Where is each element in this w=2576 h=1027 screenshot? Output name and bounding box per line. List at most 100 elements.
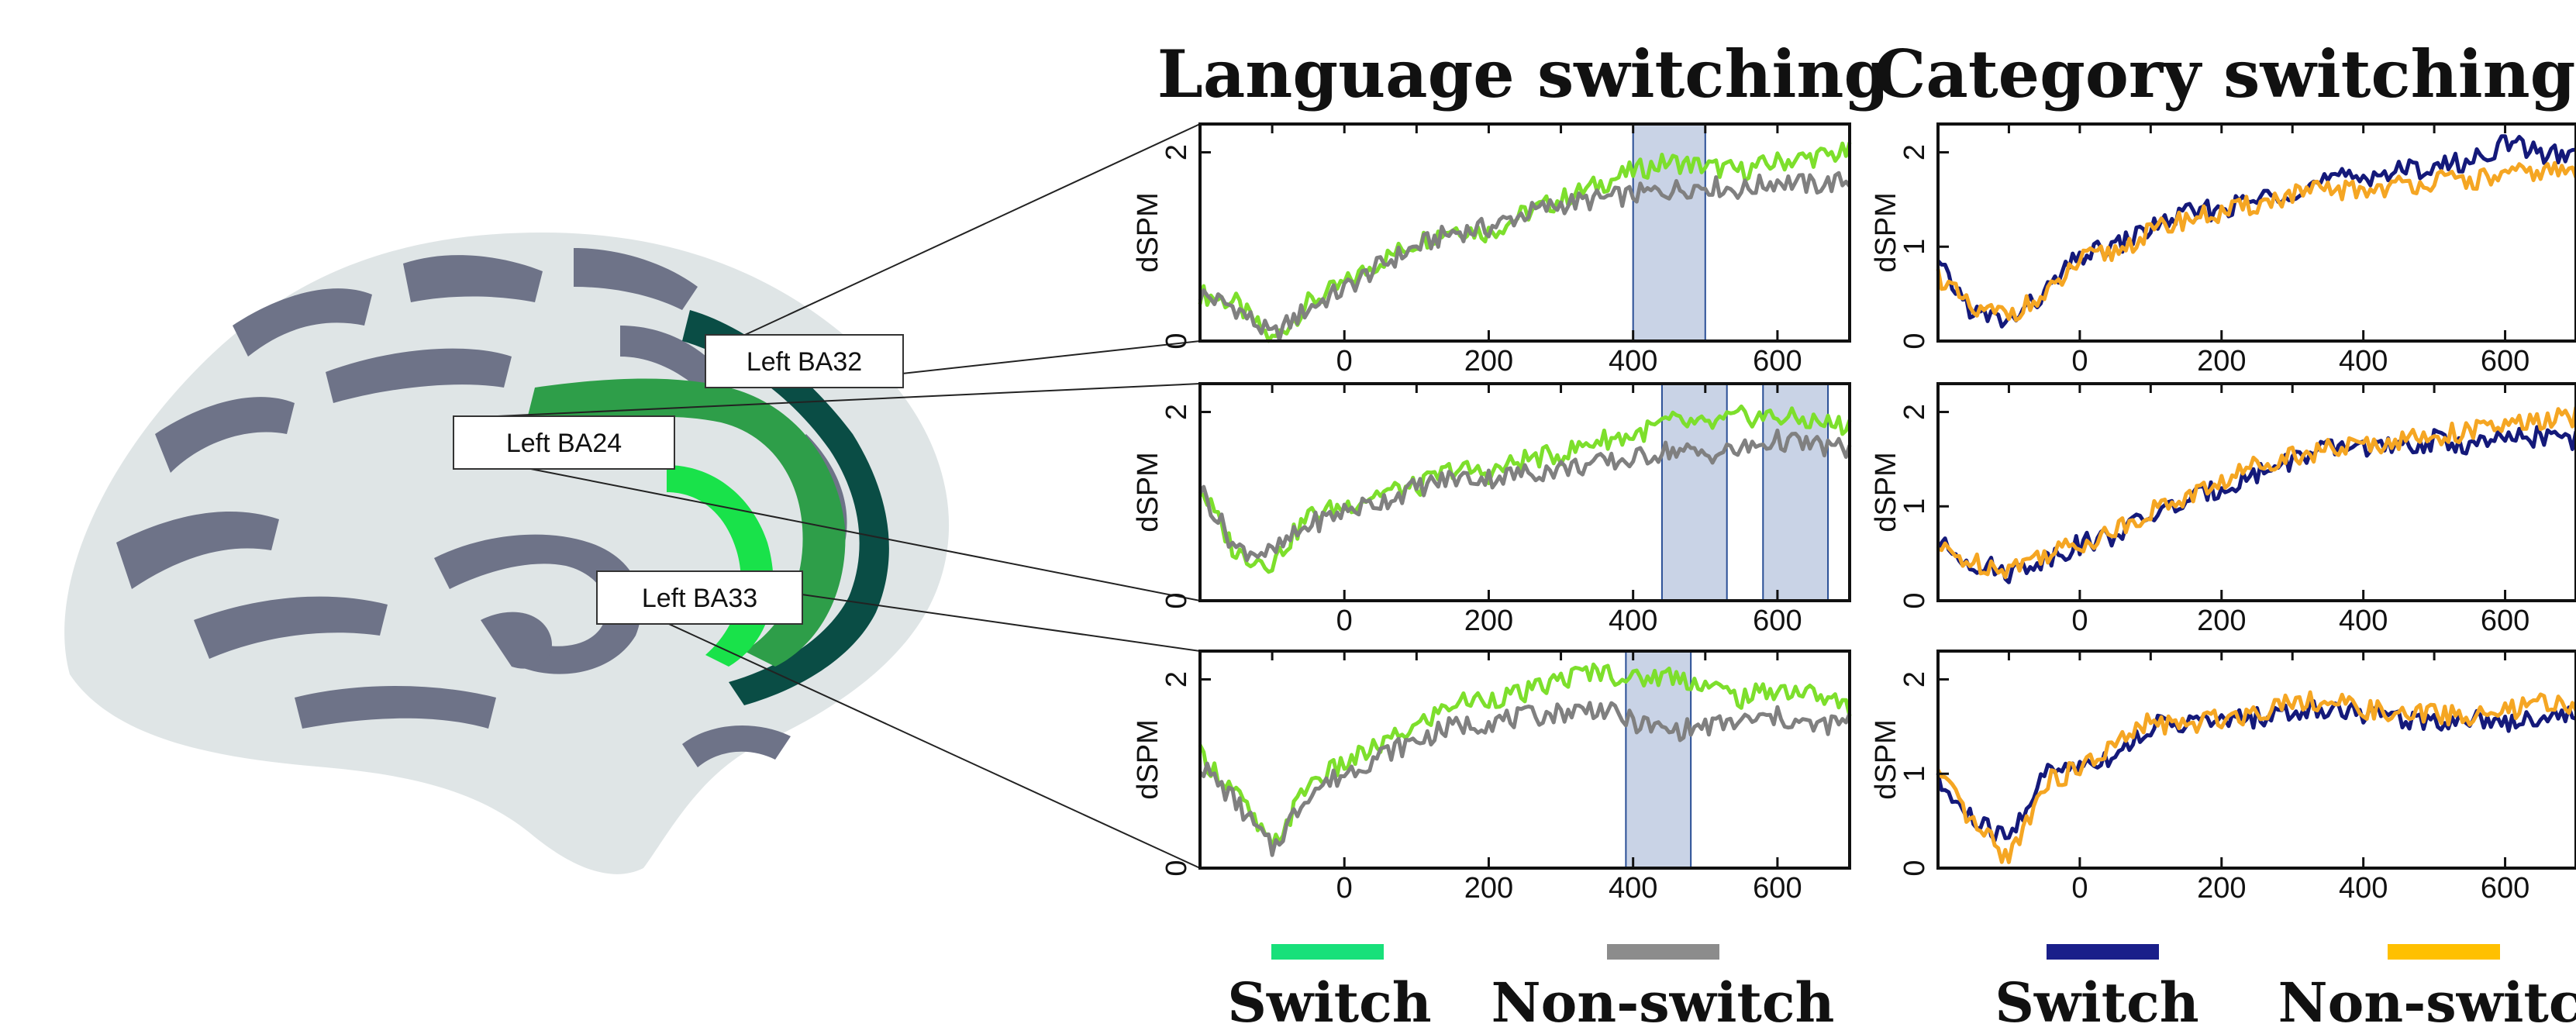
- x-tick-label: 200: [1464, 872, 1513, 905]
- x-tick-label: 600: [1753, 872, 1802, 905]
- y-tick-label: 2: [1898, 671, 1931, 688]
- region-labels: Left BA32 Left BA24 Left BA33: [453, 334, 904, 625]
- y-tick-label: 0: [1898, 592, 1931, 608]
- series-line-switch: [1936, 425, 2576, 584]
- x-tick-label: 200: [1464, 345, 1513, 377]
- series-line-nonswitch: [1198, 428, 1852, 563]
- plot-frame: [1198, 650, 1851, 870]
- plot-frame: [1198, 122, 1851, 343]
- chart-group-category: 0 200 400 600 0 1 2 dSPM 0 200 400 600 0 1 2 dSPM 0 200 40…: [1870, 122, 2576, 905]
- plot-frame: [1198, 382, 1851, 602]
- x-tick-label: 400: [1609, 605, 1657, 637]
- connector-line: [668, 623, 1201, 869]
- chart-panel-cat-1: 0 200 400 600 0 1 2 dSPM: [1870, 122, 2576, 377]
- plot-frame: [1936, 382, 2576, 602]
- region-label-text: Left BA33: [642, 584, 757, 613]
- plot-frame: [1936, 122, 2576, 343]
- series-line-switch: [1198, 404, 1852, 574]
- region-label-text: Left BA24: [506, 429, 622, 458]
- x-tick-label: 400: [2339, 345, 2388, 377]
- y-tick-label: 2: [1160, 404, 1193, 420]
- y-tick-label: 2: [1898, 404, 1931, 420]
- region-connectors: [497, 123, 1201, 869]
- legend-swatch-cat-nonswitch: [2388, 944, 2500, 960]
- y-tick-label: 1: [1898, 239, 1931, 255]
- ba24-region: [527, 378, 846, 667]
- chart-title-category: Category switching: [1874, 36, 2576, 112]
- y-tick-label: 2: [1160, 671, 1193, 688]
- highlight-window: [1632, 123, 1706, 342]
- connector-line: [530, 468, 1201, 601]
- x-tick-label: 0: [2071, 872, 2088, 905]
- legend-swatch-lang-nonswitch: [1607, 944, 1719, 960]
- legend-label-lang-nonswitch: Non-switch: [1491, 970, 1835, 1027]
- x-tick-label: 600: [2481, 605, 2529, 637]
- x-tick-label: 200: [1464, 605, 1513, 637]
- y-tick-label: 2: [1160, 144, 1193, 160]
- y-tick-label: 0: [1160, 860, 1193, 876]
- x-tick-label: 0: [1336, 872, 1353, 905]
- x-tick-label: 0: [1336, 605, 1353, 637]
- chart-title-language: Language switching: [1157, 36, 1889, 112]
- legend-swatch-cat-switch: [2047, 944, 2159, 960]
- chart-panel-lang-3: 0 200 400 600 0 2 dSPM: [1132, 650, 1852, 905]
- region-label-box: [705, 334, 904, 388]
- x-tick-label: 400: [1609, 345, 1657, 377]
- x-tick-label: 600: [2481, 345, 2529, 377]
- series-line-switch: [1198, 141, 1852, 343]
- legend-swatch-lang-switch: [1271, 944, 1384, 960]
- series-line-nonswitch: [1936, 690, 2576, 864]
- legend-label-lang-switch: Switch: [1227, 970, 1431, 1027]
- x-tick-label: 0: [2071, 345, 2088, 377]
- x-tick-label: 400: [2339, 605, 2388, 637]
- y-axis-label: dSPM: [1870, 719, 1902, 799]
- plot-frame: [1936, 650, 2576, 870]
- legend: Switch Non-switch Switch Non-switch: [1227, 944, 2576, 1027]
- region-label-text: Left BA32: [747, 347, 862, 377]
- y-tick-label: 0: [1898, 333, 1931, 349]
- y-axis-label: dSPM: [1132, 192, 1164, 272]
- series-line-nonswitch: [1198, 701, 1852, 857]
- x-tick-label: 600: [1753, 345, 1802, 377]
- connector-line: [497, 383, 1201, 417]
- y-tick-label: 0: [1898, 860, 1931, 876]
- y-axis-label: dSPM: [1132, 452, 1164, 532]
- x-tick-label: 0: [1336, 345, 1353, 377]
- series-line-switch: [1198, 662, 1852, 850]
- y-axis-label: dSPM: [1870, 452, 1902, 532]
- series-line-switch: [1936, 699, 2576, 843]
- y-tick-label: 0: [1160, 592, 1193, 608]
- chart-panel-lang-1: 0 200 400 600 0 2 dSPM: [1132, 122, 1852, 377]
- chart-panel-cat-2: 0 200 400 600 0 1 2 dSPM: [1870, 382, 2576, 637]
- x-tick-label: 400: [2339, 872, 2388, 905]
- chart-panel-cat-3: 0 200 400 600 0 1 2 dSPM: [1870, 650, 2576, 905]
- x-tick-label: 600: [2481, 872, 2529, 905]
- chart-group-language: 0 200 400 600 0 2 dSPM 0 200 400 600 0 2 dSPM 0 200 400 6…: [1132, 122, 1852, 905]
- brain-illustration: [64, 233, 950, 874]
- y-tick-label: 0: [1160, 333, 1193, 349]
- x-tick-label: 200: [2197, 605, 2246, 637]
- y-axis-label: dSPM: [1870, 192, 1902, 272]
- x-tick-label: 0: [2071, 605, 2088, 637]
- series-line-nonswitch: [1936, 160, 2576, 322]
- ba32-region: [682, 310, 889, 705]
- y-tick-label: 1: [1898, 498, 1931, 515]
- y-tick-label: 1: [1898, 766, 1931, 782]
- x-tick-label: 200: [2197, 872, 2246, 905]
- y-axis-label: dSPM: [1132, 719, 1164, 799]
- region-label-box: [453, 415, 675, 470]
- x-tick-label: 400: [1609, 872, 1657, 905]
- region-label-box: [596, 570, 803, 625]
- legend-label-cat-nonswitch: Non-switch: [2278, 970, 2576, 1027]
- series-line-switch: [1936, 134, 2576, 329]
- x-tick-label: 200: [2197, 345, 2246, 377]
- legend-label-cat-switch: Switch: [1995, 970, 2198, 1027]
- series-line-nonswitch: [1198, 171, 1851, 343]
- series-line-nonswitch: [1937, 406, 2576, 580]
- y-tick-label: 2: [1898, 144, 1931, 160]
- connector-line: [744, 123, 1201, 336]
- chart-panel-lang-2: 0 200 400 600 0 2 dSPM: [1132, 382, 1852, 637]
- highlight-window: [1625, 650, 1692, 869]
- x-tick-label: 600: [1753, 605, 1802, 637]
